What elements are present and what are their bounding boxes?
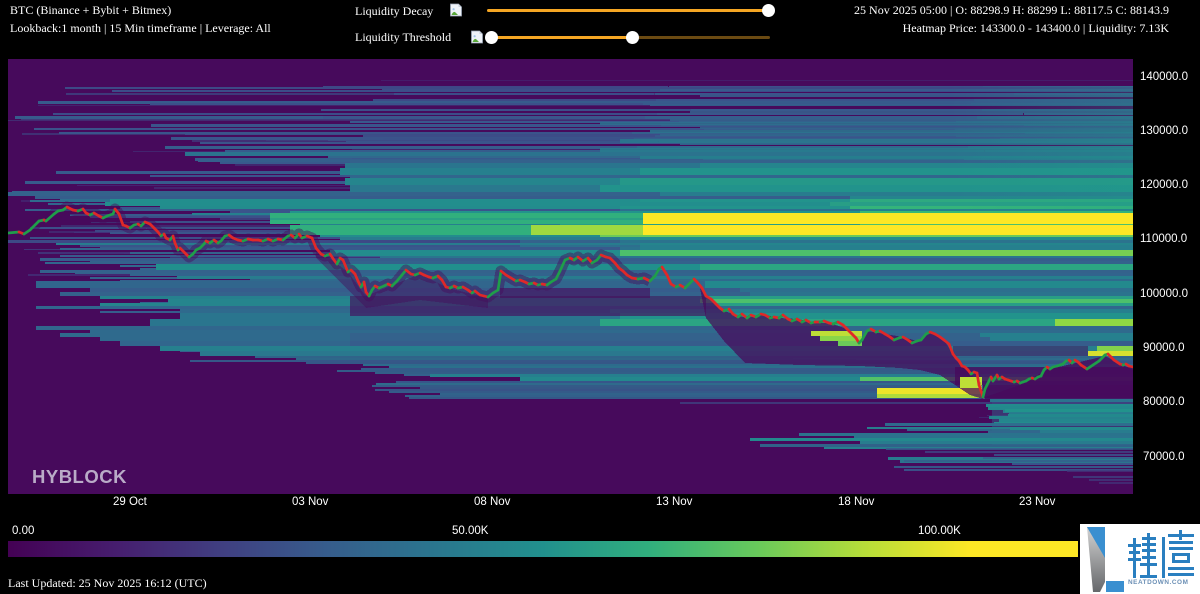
svg-text:NEATDOWN.COM: NEATDOWN.COM bbox=[1128, 579, 1188, 586]
